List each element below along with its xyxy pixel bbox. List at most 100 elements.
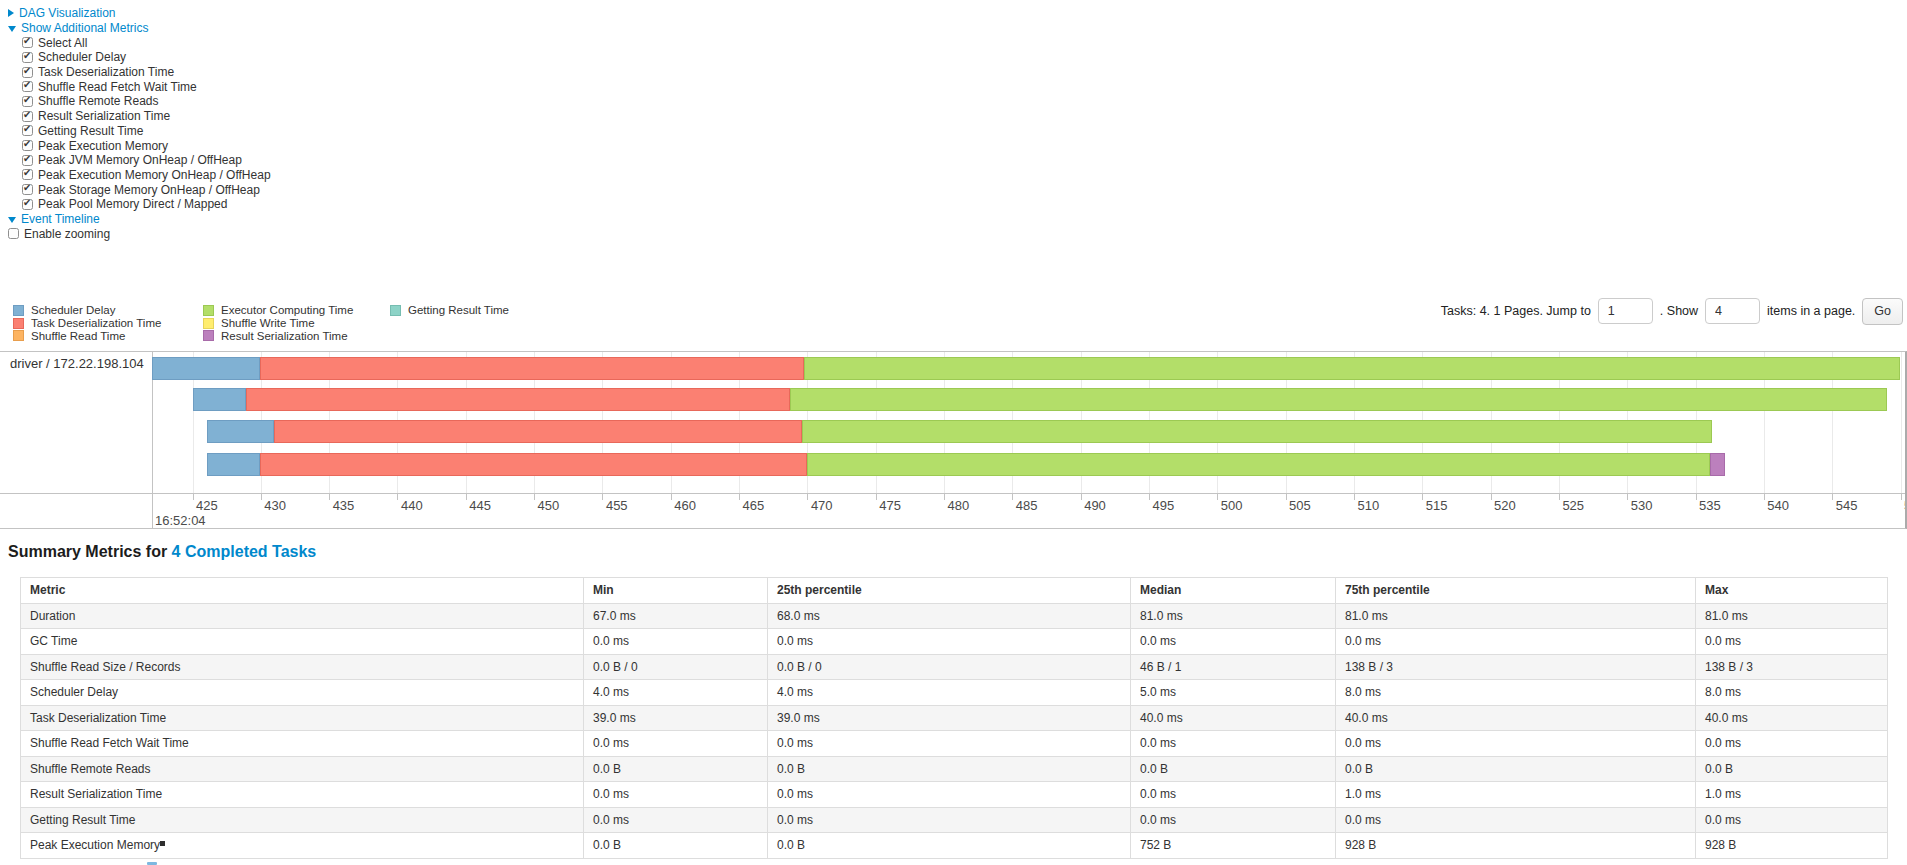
task-bar-task-deserialization[interactable]: [260, 453, 807, 476]
metric-checkbox-row[interactable]: Peak Execution Memory: [22, 138, 271, 153]
event-timeline-label[interactable]: Event Timeline: [21, 212, 100, 226]
task-bar-executor-computing[interactable]: [804, 357, 1900, 380]
metric-value-cell: 0.0 ms: [768, 731, 1131, 757]
legend-column: Scheduler DelayTask Deserialization Time…: [13, 304, 161, 342]
metric-value-cell: 46 B / 1: [1131, 654, 1336, 680]
summary-table-row: Shuffle Read Size / Records0.0 B / 00.0 …: [21, 654, 1888, 680]
checkbox-icon[interactable]: [22, 169, 33, 180]
metric-value-cell: 1.0 ms: [1336, 782, 1696, 808]
task-bar-scheduler-delay[interactable]: [152, 357, 260, 380]
checkbox-icon[interactable]: [22, 184, 33, 195]
axis-tick: [1764, 494, 1765, 500]
checkbox-icon[interactable]: [22, 199, 33, 210]
metric-checkbox-label: Result Serialization Time: [38, 109, 170, 123]
legend-label: Getting Result Time: [408, 304, 509, 316]
axis-tick: [1217, 494, 1218, 500]
checkbox-icon[interactable]: [22, 37, 33, 48]
axis-tick-label: 450: [538, 498, 560, 513]
task-bar-executor-computing[interactable]: [802, 420, 1712, 443]
chevron-right-icon: [8, 9, 14, 17]
axis-tick: [1354, 494, 1355, 500]
enable-zooming-row[interactable]: Enable zooming: [8, 226, 271, 241]
task-bar-task-deserialization[interactable]: [274, 420, 803, 443]
checkbox-icon[interactable]: [22, 155, 33, 166]
summary-table-row: GC Time0.0 ms0.0 ms0.0 ms0.0 ms0.0 ms: [21, 629, 1888, 655]
metric-value-cell: 0.0 ms: [1131, 629, 1336, 655]
metric-checkbox-row[interactable]: Peak Pool Memory Direct / Mapped: [22, 197, 271, 212]
task-bar-scheduler-delay[interactable]: [207, 453, 260, 476]
axis-tick-label: 545: [1836, 498, 1858, 513]
task-bar-result-serialization[interactable]: [1710, 453, 1725, 476]
metric-value-cell: 0.0 ms: [1696, 807, 1888, 833]
checkbox-icon[interactable]: [22, 96, 33, 107]
metric-checkbox-row[interactable]: Result Serialization Time: [22, 109, 271, 124]
task-bar-task-deserialization[interactable]: [246, 388, 790, 411]
jump-to-page-input[interactable]: [1598, 298, 1653, 324]
completed-tasks-link[interactable]: 4 Completed Tasks: [172, 543, 317, 560]
metric-checkbox-row[interactable]: Peak JVM Memory OnHeap / OffHeap: [22, 153, 271, 168]
page-size-input[interactable]: [1705, 298, 1760, 324]
metric-checkbox-label: Peak Pool Memory Direct / Mapped: [38, 197, 227, 211]
axis-tick: [671, 494, 672, 500]
metric-checkbox-row[interactable]: Select All: [22, 35, 271, 50]
metric-value-cell: 0.0 ms: [1336, 807, 1696, 833]
task-bar-executor-computing[interactable]: [807, 453, 1710, 476]
metric-checkbox-row[interactable]: Shuffle Read Fetch Wait Time: [22, 79, 271, 94]
show-additional-metrics-label[interactable]: Show Additional Metrics: [21, 21, 148, 35]
task-bar-scheduler-delay[interactable]: [207, 420, 274, 443]
show-additional-metrics-toggle[interactable]: Show Additional Metrics: [8, 21, 271, 36]
summary-metrics-heading: Summary Metrics for 4 Completed Tasks: [8, 543, 316, 561]
task-bar-task-deserialization[interactable]: [260, 357, 804, 380]
axis-tick-label: 445: [469, 498, 491, 513]
metric-checkbox-list: Select AllScheduler DelayTask Deserializ…: [22, 35, 271, 211]
checkbox-icon[interactable]: [22, 81, 33, 92]
task-bar-executor-computing[interactable]: [790, 388, 1887, 411]
axis-tick: [739, 494, 740, 500]
checkbox-icon[interactable]: [22, 125, 33, 136]
metric-value-cell: 0.0 B: [584, 756, 768, 782]
metric-value-cell: 0.0 B: [1336, 756, 1696, 782]
axis-tick: [1696, 494, 1697, 500]
axis-tick-label: 505: [1289, 498, 1311, 513]
legend-label: Scheduler Delay: [31, 304, 115, 316]
checkbox-icon[interactable]: [22, 111, 33, 122]
axis-tick: [1627, 494, 1628, 500]
metric-checkbox-row[interactable]: Peak Storage Memory OnHeap / OffHeap: [22, 182, 271, 197]
timeline-axis: 4254304354404454504554604654704754804854…: [0, 493, 1905, 529]
axis-tick-label: 525: [1562, 498, 1584, 513]
checkbox-icon[interactable]: [22, 140, 33, 151]
go-button[interactable]: Go: [1862, 298, 1903, 325]
enable-zooming-checkbox[interactable]: [8, 228, 19, 239]
task-bar-scheduler-delay[interactable]: [193, 388, 246, 411]
checkbox-icon[interactable]: [22, 52, 33, 63]
summary-table-row: Result Serialization Time0.0 ms0.0 ms0.0…: [21, 782, 1888, 808]
dag-visualization-label[interactable]: DAG Visualization: [19, 6, 116, 20]
legend-item: Shuffle Read Time: [13, 329, 161, 342]
dag-visualization-toggle[interactable]: DAG Visualization: [8, 6, 271, 21]
summary-table-row: Task Deserialization Time39.0 ms39.0 ms4…: [21, 705, 1888, 731]
summary-column-header: Min: [584, 578, 768, 604]
legend-item: Result Serialization Time: [203, 329, 353, 342]
metric-value-cell: 4.0 ms: [584, 680, 768, 706]
metric-value-cell: 138 B / 3: [1696, 654, 1888, 680]
metric-value-cell: 8.0 ms: [1336, 680, 1696, 706]
metric-name-cell: Task Deserialization Time: [21, 705, 584, 731]
metric-checkbox-row[interactable]: Peak Execution Memory OnHeap / OffHeap: [22, 168, 271, 183]
legend-item: Task Deserialization Time: [13, 317, 161, 330]
getting-result-swatch-icon: [390, 305, 401, 316]
metric-checkbox-row[interactable]: Task Deserialization Time: [22, 65, 271, 80]
checkbox-icon[interactable]: [22, 67, 33, 78]
axis-tick-label: 530: [1631, 498, 1653, 513]
axis-tick: [1286, 494, 1287, 500]
metric-value-cell: 0.0 ms: [1131, 807, 1336, 833]
metric-checkbox-row[interactable]: Getting Result Time: [22, 124, 271, 139]
legend-label: Executor Computing Time: [221, 304, 353, 316]
axis-tick-label: 535: [1699, 498, 1721, 513]
metric-checkbox-row[interactable]: Scheduler Delay: [22, 50, 271, 65]
metric-checkbox-label: Shuffle Read Fetch Wait Time: [38, 80, 197, 94]
pagination-prefix-text: Tasks: 4. 1 Pages. Jump to: [1441, 304, 1591, 318]
axis-tick: [397, 494, 398, 500]
event-timeline-toggle[interactable]: Event Timeline: [8, 212, 271, 227]
metric-value-cell: 0.0 ms: [584, 782, 768, 808]
metric-checkbox-row[interactable]: Shuffle Remote Reads: [22, 94, 271, 109]
